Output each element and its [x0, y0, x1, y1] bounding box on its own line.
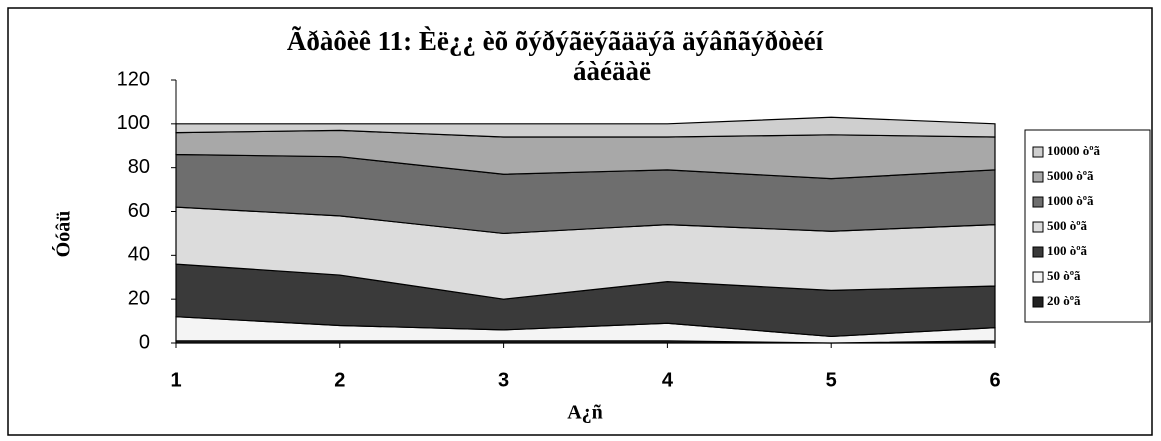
legend-swatch: [1032, 171, 1044, 183]
legend-label: 5000 òºã: [1047, 168, 1094, 183]
legend-swatch: [1032, 196, 1044, 208]
legend-swatch: [1032, 246, 1044, 258]
chart-title: áàéäàë: [573, 56, 651, 86]
y-tick-label: 40: [128, 244, 150, 266]
y-tick-label: 80: [128, 156, 150, 178]
x-tick-label: 5: [826, 369, 837, 391]
legend-label: 50 òºã: [1047, 268, 1081, 283]
x-axis-label: A¿ñ: [567, 402, 603, 424]
y-tick-label: 0: [139, 331, 150, 353]
legend-label: 1000 òºã: [1047, 193, 1094, 208]
y-tick-label: 100: [117, 112, 150, 134]
legend-swatch: [1032, 296, 1044, 308]
chart-title: Ãðàôèê 11: Èë¿¿ èõ õýðýãëýãääýã äýâñãýðò…: [287, 26, 824, 56]
area: [175, 116, 996, 138]
x-tick-label: 1: [170, 369, 181, 391]
x-tick-label: 2: [334, 369, 345, 391]
y-axis-label: Óóâü: [51, 211, 75, 258]
x-tick-label: 4: [662, 369, 674, 391]
legend-label: 10000 òºã: [1047, 143, 1101, 158]
y-tick-label: 20: [128, 287, 150, 309]
x-tick-label: 6: [989, 369, 1000, 391]
legend-label: 20 òºã: [1047, 293, 1081, 308]
legend-swatch: [1032, 221, 1044, 233]
y-tick-label: 120: [117, 68, 150, 90]
y-tick-label: 60: [128, 200, 150, 222]
legend-swatch: [1032, 146, 1044, 158]
x-tick-label: 3: [498, 369, 509, 391]
legend-swatch: [1032, 271, 1044, 283]
legend-label: 100 òºã: [1047, 243, 1088, 258]
legend-label: 500 òºã: [1047, 218, 1088, 233]
legend: [1024, 129, 1151, 323]
